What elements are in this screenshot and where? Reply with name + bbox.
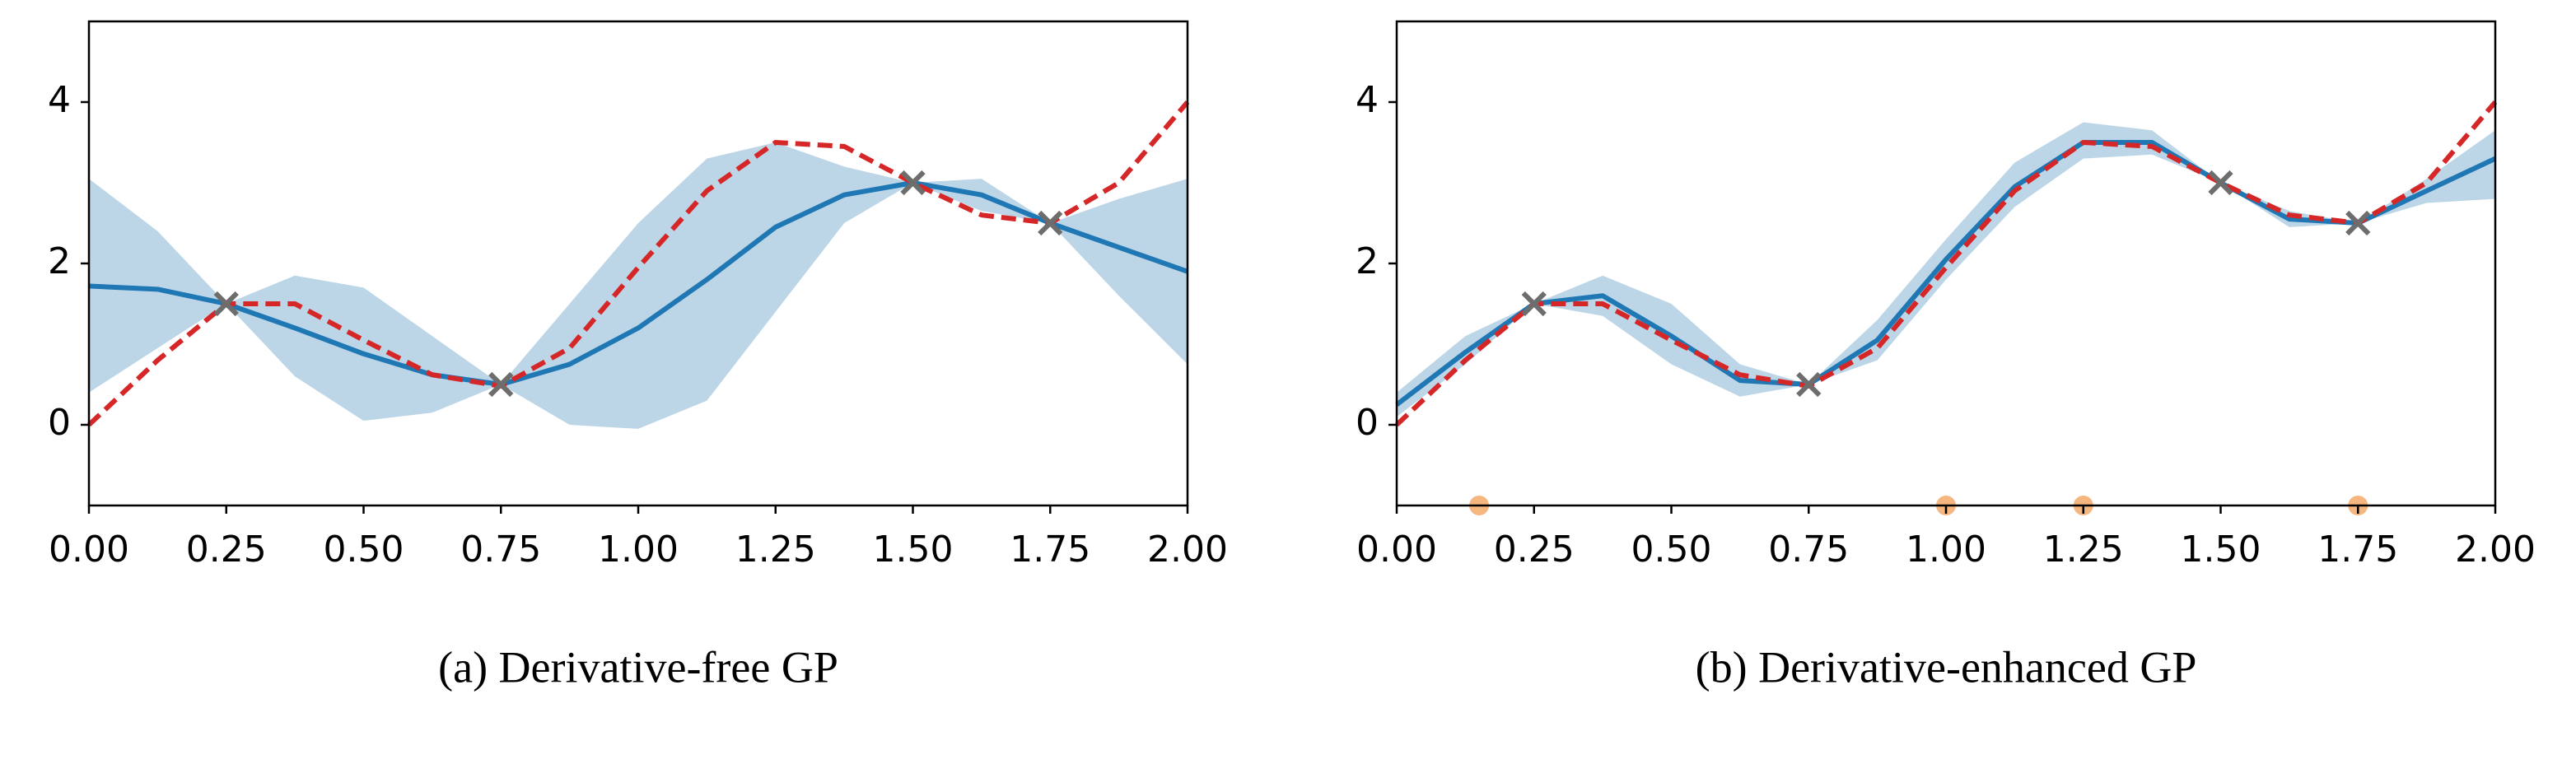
x-tick-label: 2.00 — [1147, 529, 1228, 571]
caption: (b) Derivative-enhanced GP — [1696, 642, 2197, 692]
line — [1394, 100, 2498, 427]
observation-marker — [1038, 210, 1063, 236]
confidence-band — [89, 142, 1188, 429]
y-tick-label: 4 — [48, 79, 71, 121]
observation-marker — [488, 371, 514, 398]
line — [86, 100, 1190, 427]
x-tick-label: 1.25 — [2043, 529, 2124, 571]
y-tick-label: 4 — [1356, 79, 1379, 121]
observation-marker — [900, 170, 926, 196]
x-tick-label: 1.50 — [2181, 529, 2261, 571]
observation-marker — [2345, 210, 2371, 236]
x-tick-label: 1.75 — [2317, 529, 2398, 571]
x-tick-label: 0.75 — [1768, 529, 1849, 571]
x-tick-label: 1.25 — [735, 529, 816, 571]
x-tick-label: 1.00 — [1906, 529, 1986, 571]
y-tick-label: 0 — [48, 402, 71, 444]
y-tick-label: 0 — [1356, 402, 1379, 444]
y-tick-label: 2 — [1356, 240, 1379, 282]
line — [88, 180, 1188, 387]
x-tick-label: 0.00 — [1356, 529, 1437, 571]
y-tick-label: 2 — [48, 240, 71, 282]
observation-marker — [1521, 291, 1547, 317]
caption: (a) Derivative-free GP — [438, 642, 838, 692]
x-tick-label: 0.50 — [324, 529, 404, 571]
x-tick-label: 1.50 — [873, 529, 954, 571]
observation-marker — [2208, 170, 2233, 196]
x-tick-label: 0.50 — [1631, 529, 1712, 571]
x-tick-label: 0.00 — [49, 529, 129, 571]
x-tick-label: 0.25 — [1494, 529, 1575, 571]
observation-marker — [1796, 371, 1822, 398]
observation-marker — [213, 291, 239, 317]
line — [1395, 140, 2497, 407]
x-tick-label: 1.75 — [1010, 529, 1090, 571]
x-tick-label: 1.00 — [598, 529, 679, 571]
x-tick-label: 0.75 — [460, 529, 541, 571]
x-tick-label: 0.25 — [186, 529, 267, 571]
x-tick-label: 2.00 — [2455, 529, 2536, 571]
